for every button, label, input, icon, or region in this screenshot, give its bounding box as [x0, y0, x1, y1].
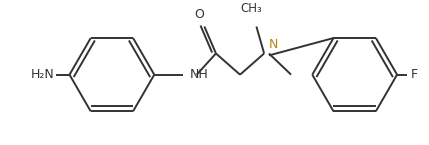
- Text: CH₃: CH₃: [241, 2, 263, 15]
- Text: N: N: [269, 38, 278, 51]
- Text: F: F: [411, 68, 418, 81]
- Text: H₂N: H₂N: [30, 68, 54, 81]
- Text: NH: NH: [190, 68, 208, 81]
- Text: O: O: [195, 8, 205, 21]
